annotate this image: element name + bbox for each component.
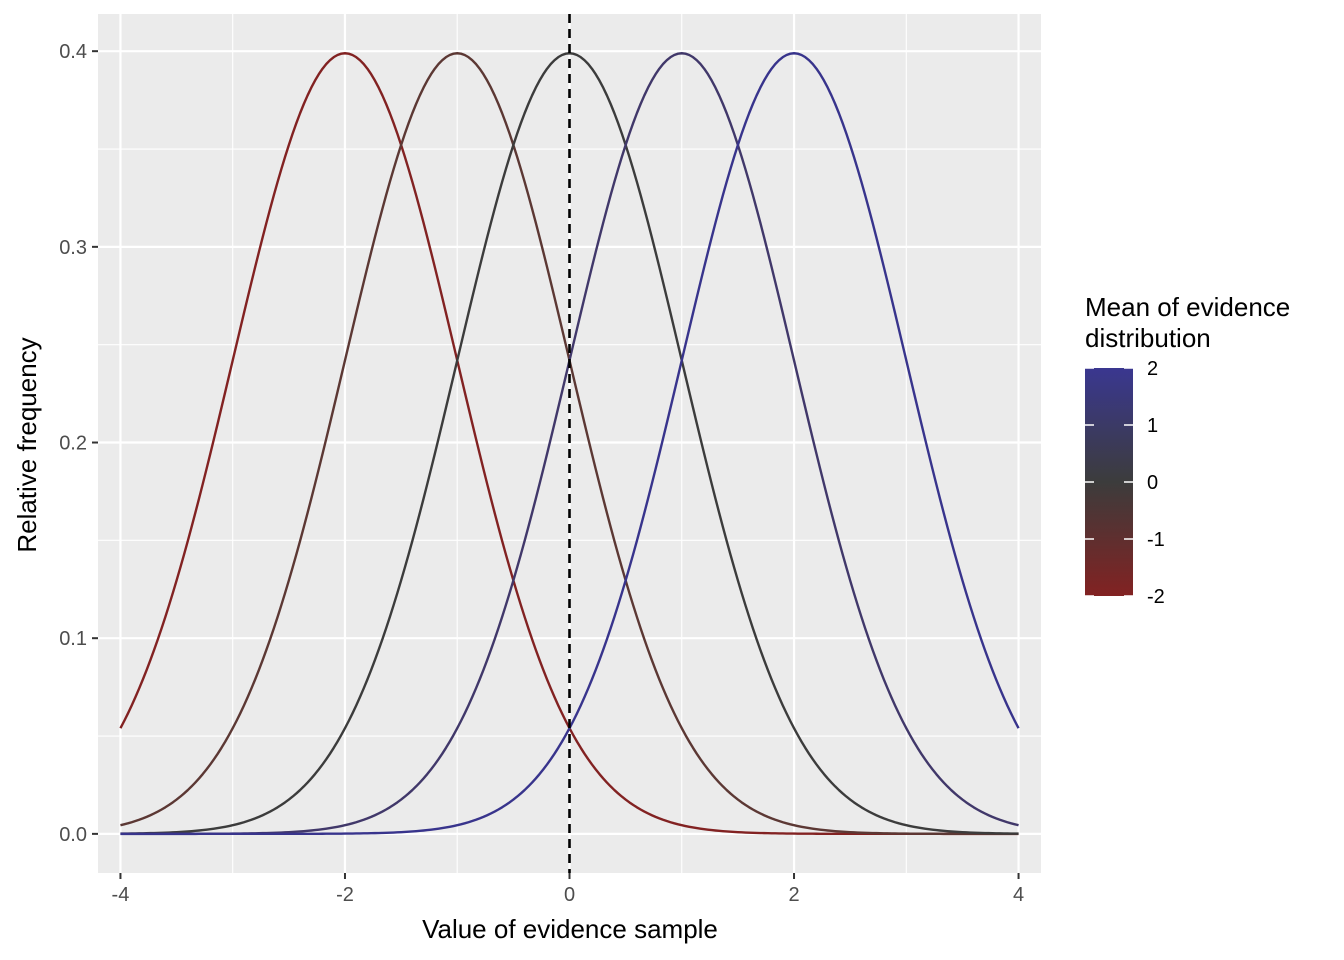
- legend-title-line-1: Mean of evidence: [1085, 292, 1290, 322]
- density-curve-mean-2: [120, 52, 1020, 836]
- x-axis: -4 -2 0 2 4: [112, 873, 1024, 906]
- legend-break-label: -2: [1147, 586, 1165, 608]
- legend-break-label: 2: [1147, 358, 1158, 380]
- x-axis-title: Value of evidence sample: [422, 914, 718, 944]
- y-axis: 0.0 0.1 0.2 0.3 0.4: [59, 41, 98, 846]
- y-axis-title: Relative frequency: [12, 337, 42, 552]
- legend-title-line-2: distribution: [1085, 323, 1211, 353]
- x-tick-label: -2: [336, 884, 354, 906]
- y-tick-label: 0.4: [59, 41, 87, 63]
- density-curve-mean-0: [120, 52, 1019, 835]
- legend-ticks: -2 -1 0 1 2: [1085, 358, 1165, 608]
- x-tick-label: 4: [1013, 884, 1024, 906]
- y-tick-label: 0.1: [59, 628, 87, 650]
- legend: Mean of evidence distribution -2 -1 0 1 2: [1085, 292, 1290, 608]
- legend-break-label: 1: [1147, 415, 1158, 437]
- y-tick-label: 0.2: [59, 433, 87, 455]
- legend-break-label: 0: [1147, 472, 1158, 494]
- y-tick-label: 0.0: [59, 824, 87, 846]
- x-tick-label: -4: [112, 884, 130, 906]
- x-tick-label: 2: [788, 884, 799, 906]
- y-tick-label: 0.3: [59, 237, 87, 259]
- legend-break-label: -1: [1147, 529, 1165, 551]
- x-tick-label: 0: [564, 884, 575, 906]
